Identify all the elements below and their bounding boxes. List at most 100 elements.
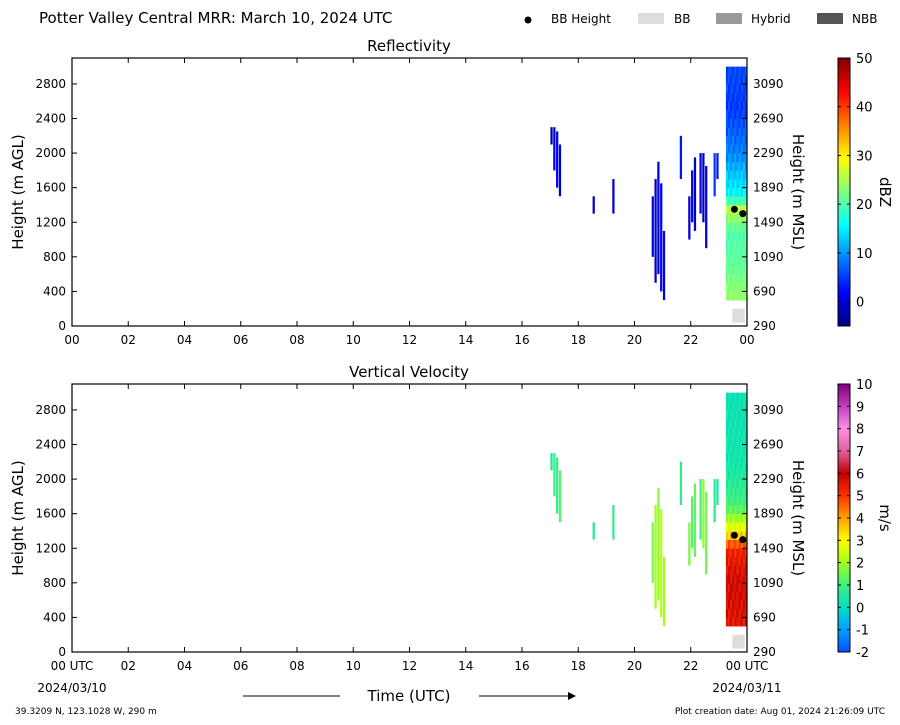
reflectivity-profile-cell <box>736 222 739 232</box>
reflectivity-profile-cell <box>742 230 746 240</box>
reflectivity-y2tick-label: 3090 <box>753 77 784 91</box>
reflectivity-profile-cell <box>742 213 746 223</box>
velocity-profile-cell <box>728 513 731 523</box>
velocity-profile-cell <box>738 600 742 610</box>
velocity-profile-cell <box>744 392 748 402</box>
reflectivity-profile-cell <box>740 239 744 249</box>
reflectivity-profile-cell <box>734 144 737 154</box>
velocity-xtick-label: 18 <box>571 659 586 673</box>
reflectivity-profile-cell <box>728 248 731 258</box>
reflectivity-profile-cell <box>728 179 731 189</box>
reflectivity-profile-cell <box>740 75 744 85</box>
velocity-profile-cell <box>740 513 744 523</box>
reflectivity-profile-cell <box>725 248 729 258</box>
reflectivity-y2label: Height (m MSL) <box>789 134 807 250</box>
velocity-profile-cell <box>728 409 731 419</box>
velocity-profile-cell <box>738 401 742 411</box>
velocity-profile-cell <box>738 470 742 480</box>
reflectivity-profile-cell <box>734 75 737 85</box>
reflectivity-profile-cell <box>742 196 746 206</box>
velocity-profile-cell <box>732 556 735 566</box>
velocity-profile-cell <box>740 548 744 558</box>
reflectivity-profile-cell <box>725 222 729 232</box>
reflectivity-profile-cell <box>738 127 742 137</box>
velocity-cbtick-label: -2 <box>856 646 869 661</box>
reflectivity-profile-cell <box>744 101 748 111</box>
reflectivity-profile-cell <box>730 239 733 249</box>
reflectivity-profile-cell <box>732 196 735 206</box>
reflectivity-profile-cell <box>744 204 748 215</box>
velocity-cbtick-label: 1 <box>856 579 864 594</box>
velocity-profile-cell <box>728 548 731 558</box>
reflectivity-profile-cell <box>736 75 739 85</box>
velocity-profile-cell <box>728 505 731 515</box>
velocity-profile-cell <box>728 479 731 489</box>
velocity-profile-cell <box>744 409 748 419</box>
velocity-profile-cell <box>734 453 737 463</box>
velocity-profile-cell <box>736 470 739 480</box>
reflectivity-profile-cell <box>728 127 731 137</box>
reflectivity-echo-3 <box>558 144 562 197</box>
velocity-profile-cell <box>732 565 735 575</box>
velocity-profile-cell <box>728 401 731 411</box>
legend-hybrid-label: Hybrid <box>751 12 791 26</box>
velocity-profile-cell <box>738 539 742 549</box>
reflectivity-profile-cell <box>742 118 746 128</box>
velocity-profile-cell <box>728 470 731 480</box>
reflectivity-profile-cell <box>742 101 746 111</box>
reflectivity-xtick-label: 22 <box>683 333 698 347</box>
velocity-profile-cell <box>736 591 739 601</box>
velocity-xtick-label: 16 <box>514 659 529 673</box>
velocity-data <box>550 392 748 649</box>
reflectivity-echo-11 <box>679 135 683 180</box>
velocity-profile-cell <box>738 409 742 419</box>
reflectivity-echo-8 <box>657 161 660 275</box>
reflectivity-profile-cell <box>725 135 729 145</box>
reflectivity-profile-cell <box>736 144 739 154</box>
velocity-profile-cell <box>732 617 735 627</box>
velocity-profile-cell <box>744 556 748 566</box>
reflectivity-colorbar <box>837 57 851 327</box>
velocity-profile-cell <box>740 392 744 402</box>
reflectivity-profile-cell <box>744 92 748 102</box>
velocity-profile-cell <box>725 392 729 402</box>
velocity-profile-cell <box>740 505 744 515</box>
velocity-profile-cell <box>738 461 742 471</box>
reflectivity-profile-cell <box>738 213 742 223</box>
velocity-xtick-label: 00 UTC <box>51 659 94 673</box>
reflectivity-profile-cell <box>740 92 744 102</box>
reflectivity-profile-cell <box>728 161 731 171</box>
reflectivity-profile-cell <box>736 170 739 180</box>
reflectivity-profile-cell <box>738 274 742 284</box>
velocity-profile-cell <box>744 453 748 463</box>
reflectivity-profile-cell <box>740 83 744 93</box>
velocity-profile-cell <box>732 522 735 532</box>
reflectivity-frame <box>71 57 748 327</box>
velocity-profile-cell <box>730 600 733 610</box>
velocity-profile-cell <box>730 513 733 523</box>
reflectivity-profile-cell <box>730 83 733 93</box>
velocity-profile-cell <box>738 479 742 489</box>
velocity-profile-cell <box>742 392 746 402</box>
reflectivity-profile-cell <box>740 109 744 119</box>
velocity-echo-1 <box>553 453 556 497</box>
reflectivity-echo-14 <box>693 157 697 231</box>
reflectivity-profile-cell <box>738 179 742 189</box>
velocity-profile-cell <box>730 548 733 558</box>
velocity-profile-cell <box>734 600 737 610</box>
velocity-profile-cell <box>725 453 729 463</box>
reflectivity-profile-cell <box>730 66 733 76</box>
reflectivity-profile-cell <box>734 265 737 275</box>
velocity-title: Vertical Velocity <box>349 363 469 381</box>
velocity-profile-cell <box>730 409 733 419</box>
reflectivity-profile-cell <box>732 127 735 137</box>
reflectivity-profile-cell <box>734 66 737 76</box>
velocity-profile-cell <box>740 574 744 584</box>
reflectivity-cbtick-label: 20 <box>856 198 873 213</box>
velocity-profile-cell <box>742 530 746 541</box>
velocity-profile-cell <box>732 505 735 515</box>
velocity-profile-cell <box>744 505 748 515</box>
velocity-profile-cell <box>738 530 742 541</box>
reflectivity-profile-cell <box>730 230 733 240</box>
velocity-profile-cell <box>736 539 739 549</box>
